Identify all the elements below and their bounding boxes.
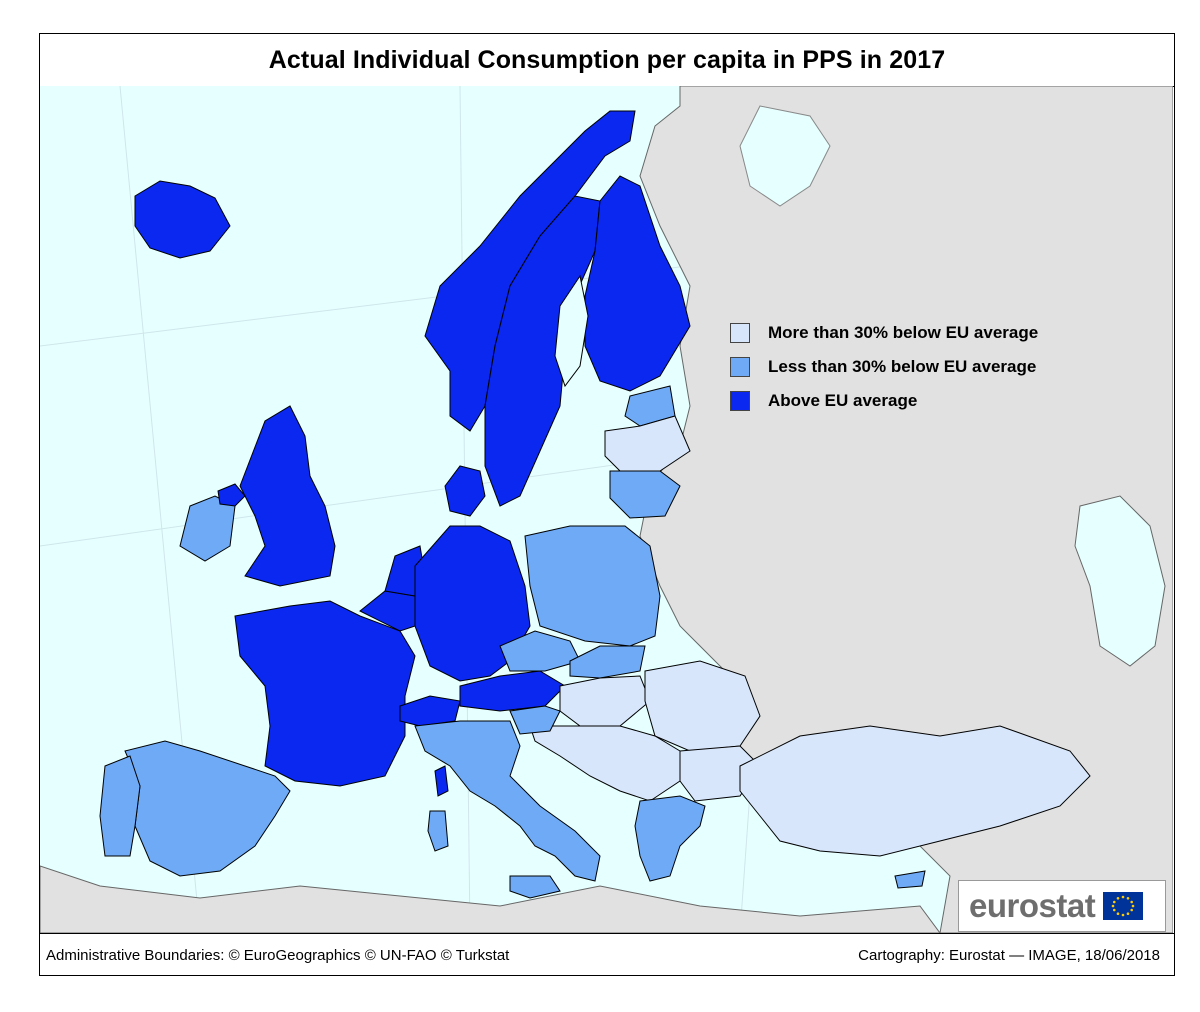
denmark: [444, 465, 486, 517]
greece: [634, 795, 706, 882]
map-title: Actual Individual Consumption per capita…: [268, 45, 946, 74]
europe-map: [40, 86, 1173, 933]
slovakia: [569, 645, 646, 679]
logo-text: eurostat: [969, 887, 1096, 924]
iceland: [134, 180, 231, 259]
slovenia: [509, 705, 561, 735]
non-eu-land: [40, 86, 1173, 933]
latvia: [604, 415, 691, 472]
italy: [414, 720, 601, 882]
legend-label-high: Above EU average: [768, 391, 918, 410]
legend-swatch-low: [730, 323, 750, 343]
ireland: [179, 495, 236, 562]
balkans: [529, 725, 681, 802]
switzerland: [399, 695, 461, 727]
finland: [584, 175, 691, 392]
legend-label-low: More than 30% below EU average: [768, 323, 1039, 342]
eurostat-logo: eurostat: [958, 880, 1166, 932]
portugal: [99, 755, 141, 857]
united-kingdom: [239, 405, 336, 587]
cyprus: [894, 870, 926, 889]
sardinia: [427, 810, 449, 852]
northern-ireland: [217, 483, 246, 507]
title-bar: Actual Individual Consumption per capita…: [40, 34, 1174, 87]
legend-swatch-mid: [730, 357, 750, 377]
sicily: [509, 875, 561, 899]
caspian-sea: [1074, 495, 1166, 667]
map-legend: More than 30% below EU average Less than…: [730, 316, 1038, 418]
france: [234, 600, 416, 787]
legend-item-low: More than 30% below EU average: [730, 316, 1038, 350]
eu-flag-icon: [1103, 892, 1144, 920]
boundaries-credit: Administrative Boundaries: © EuroGeograp…: [46, 947, 510, 964]
corsica: [434, 765, 449, 797]
legend-item-mid: Less than 30% below EU average: [730, 350, 1038, 384]
map-area: More than 30% below EU average Less than…: [40, 86, 1173, 933]
cartography-credit: Cartography: Eurostat — IMAGE, 18/06/201…: [858, 947, 1160, 964]
legend-label-mid: Less than 30% below EU average: [768, 357, 1037, 376]
legend-item-high: Above EU average: [730, 384, 1038, 418]
hungary: [559, 675, 651, 727]
gulf-of-bothnia: [554, 274, 589, 388]
poland: [524, 525, 661, 647]
austria: [459, 670, 566, 712]
lithuania: [609, 470, 681, 519]
legend-swatch-high: [730, 391, 750, 411]
spain: [124, 740, 291, 877]
turkey: [739, 725, 1091, 857]
map-frame: Actual Individual Consumption per capita…: [39, 33, 1175, 976]
map-footer: Administrative Boundaries: © EuroGeograp…: [40, 933, 1174, 975]
